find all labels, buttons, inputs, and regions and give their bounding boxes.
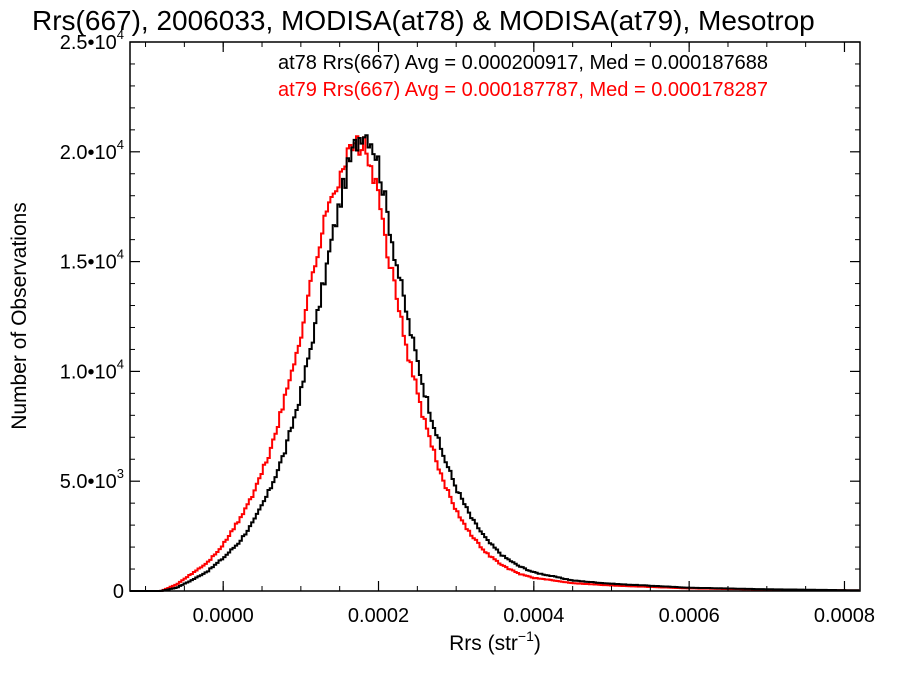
x-axis: 0.0000 0.0002 0.0004 0.0006 0.0008 [145, 42, 875, 627]
x-tick-label: 0.0006 [659, 605, 720, 627]
y-tick-label: 2.5•104 [60, 27, 124, 54]
y-tick-label: 1.5•104 [60, 247, 124, 274]
x-tick-label: 0.0002 [348, 605, 409, 627]
plot-frame [129, 41, 861, 592]
y-tick-label: 0 [113, 581, 124, 603]
legend-entry-at78: at78 Rrs(667) Avg = 0.000200917, Med = 0… [278, 52, 768, 74]
series-line-at79 [130, 135, 860, 592]
chart-title: Rrs(667), 2006033, MODISA(at78) & MODISA… [32, 5, 815, 36]
y-tick-label: 2.0•104 [60, 137, 124, 164]
legend-entry-at79: at79 Rrs(667) Avg = 0.000187787, Med = 0… [278, 79, 768, 101]
y-tick-label: 5.0•103 [60, 466, 124, 493]
x-tick-label: 0.0008 [814, 605, 875, 627]
series-layer [130, 134, 860, 592]
y-axis-label: Number of Observations [8, 202, 31, 430]
series-line-at78 [130, 134, 860, 592]
x-tick-label: 0.0000 [193, 605, 254, 627]
x-tick-label: 0.0004 [503, 605, 564, 627]
y-axis: 0 5.0•103 1.0•104 1.5•104 2.0•104 2.5•104 [60, 27, 860, 603]
y-tick-label: 1.0•104 [60, 356, 124, 383]
x-axis-label: Rrs (str−1) [449, 628, 541, 655]
